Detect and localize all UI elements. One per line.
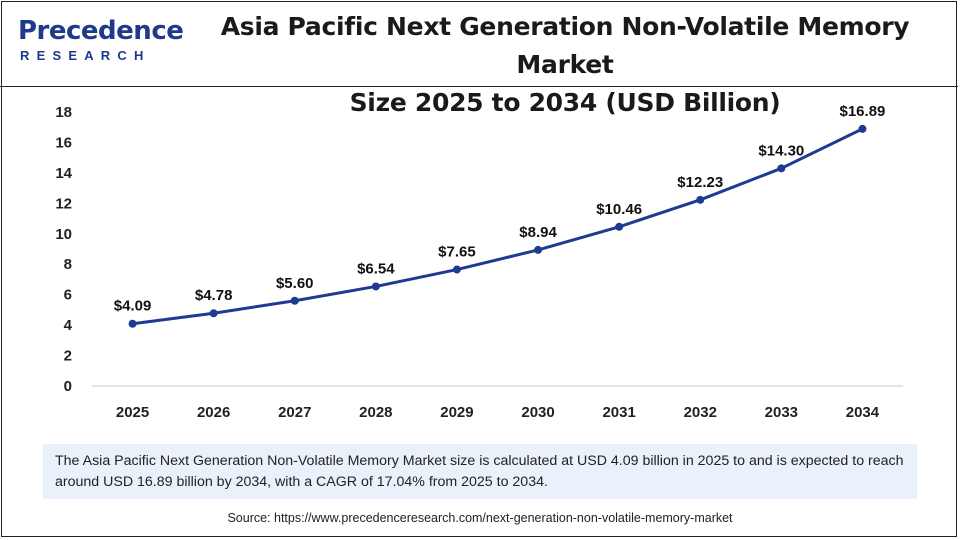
x-tick-label: 2032	[684, 404, 717, 421]
summary-note: The Asia Pacific Next Generation Non-Vol…	[43, 444, 917, 499]
data-point	[696, 195, 705, 204]
y-tick-label: 6	[64, 287, 72, 304]
chart-title-line-1: Asia Pacific Next Generation Non-Volatil…	[220, 12, 910, 79]
data-label: $4.78	[195, 287, 233, 304]
y-tick-label: 0	[64, 378, 72, 395]
x-tick-label: 2034	[846, 404, 880, 421]
data-point	[128, 319, 137, 328]
x-axis: 2025 2026 2027 2028 2029 2030 2031 2032 2033 2034	[116, 404, 880, 421]
y-tick-label: 14	[55, 165, 72, 182]
x-tick-label: 2028	[359, 404, 392, 421]
x-tick-label: 2031	[602, 404, 635, 421]
y-tick-label: 4	[64, 317, 73, 334]
series-line	[131, 127, 864, 326]
precedence-research-logo: Precedence RESEARCH	[18, 14, 184, 70]
y-axis: 0 2 4 6 8 10 12 14 16 18	[55, 104, 72, 395]
x-tick-label: 2033	[765, 404, 798, 421]
header-divider	[0, 86, 958, 87]
x-tick-label: 2025	[116, 404, 149, 421]
logo-wordmark: Precedence	[18, 16, 184, 46]
data-label: $4.09	[114, 298, 152, 315]
x-tick-label: 2027	[278, 404, 311, 421]
y-tick-label: 8	[64, 256, 72, 273]
y-tick-label: 10	[55, 226, 72, 243]
data-labels: $4.09 $4.78 $5.60 $6.54 $7.65 $8.94 $10.46 $12.…	[114, 103, 886, 315]
data-label: $12.23	[677, 174, 723, 191]
data-point	[290, 296, 299, 305]
y-tick-label: 12	[55, 195, 72, 212]
logo-subtitle: RESEARCH	[20, 48, 151, 63]
data-point	[452, 265, 461, 274]
chart-title: Asia Pacific Next Generation Non-Volatil…	[180, 8, 950, 122]
source-citation: Source: https://www.precedenceresearch.c…	[227, 511, 733, 525]
y-tick-label: 16	[55, 134, 72, 151]
data-point	[615, 222, 624, 231]
x-tick-label: 2026	[197, 404, 230, 421]
data-label: $10.46	[596, 201, 642, 218]
data-point	[858, 124, 867, 133]
y-tick-label: 2	[64, 348, 72, 365]
data-label: $16.89	[840, 103, 886, 120]
data-point	[371, 282, 380, 291]
data-label: $7.65	[438, 244, 476, 261]
data-points	[128, 124, 867, 328]
x-tick-label: 2029	[440, 404, 473, 421]
line-chart: 0 2 4 6 8 10 12 14 16 18 2025 2026 2027 2028 2029 2030…	[55, 103, 903, 421]
data-label: $5.60	[276, 275, 314, 292]
data-label: $14.30	[758, 142, 804, 159]
data-label: $8.94	[519, 224, 557, 241]
data-point	[777, 164, 786, 173]
data-label: $6.54	[357, 260, 395, 277]
data-point	[209, 309, 218, 318]
x-tick-label: 2030	[521, 404, 554, 421]
chart-title-line-2: Size 2025 to 2034 (USD Billion)	[349, 88, 781, 117]
y-tick-label: 18	[55, 104, 72, 121]
data-point	[534, 245, 543, 254]
